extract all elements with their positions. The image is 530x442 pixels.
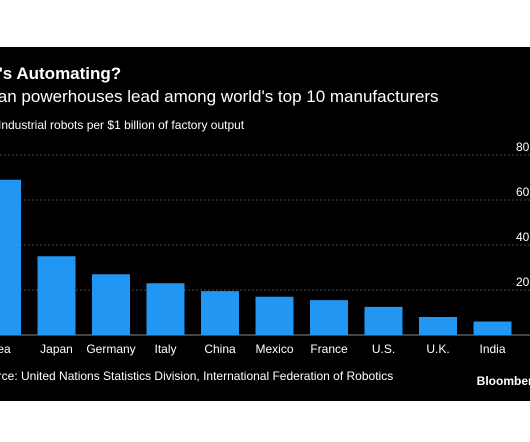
bar-chart: 20 40 60 80 rea Japan Germany Italy China Mexico F…: [0, 140, 530, 356]
bar: [310, 300, 348, 335]
chart-panel: ho's Automating? ian powerhouses lead am…: [0, 47, 530, 401]
x-tick-label: Italy: [154, 342, 176, 356]
bar: [37, 256, 76, 335]
x-tick-label: rea: [0, 342, 11, 356]
x-tick-label: Japan: [40, 342, 73, 356]
y-axis-label: Industrial robots per $1 billion of fact…: [0, 118, 245, 132]
y-tick-label: 40: [516, 230, 530, 244]
x-tick-label: France: [310, 342, 348, 356]
bar: [201, 291, 239, 335]
bar: [419, 317, 457, 335]
x-tick-label: India: [479, 342, 505, 356]
chart-title: ho's Automating?: [0, 64, 122, 83]
x-tick-label: Germany: [86, 342, 135, 356]
x-tick-label: Mexico: [255, 342, 293, 356]
x-tick-label: U.S.: [372, 342, 395, 356]
chart-subtitle: ian powerhouses lead among world's top 1…: [0, 87, 439, 106]
x-tick-label: U.K.: [426, 342, 449, 356]
x-tick-label: China: [204, 342, 236, 356]
bar: [255, 296, 294, 335]
bar: [0, 179, 21, 335]
bar: [473, 321, 512, 335]
y-tick-label: 80: [516, 140, 530, 154]
source-note: urce: United Nations Statistics Division…: [0, 369, 394, 383]
bar: [92, 274, 130, 335]
y-tick-label: 20: [516, 275, 530, 289]
bar: [146, 283, 185, 335]
bar: [364, 306, 403, 335]
y-tick-label: 60: [516, 185, 530, 199]
brand-logo: Bloomberg: [476, 374, 530, 388]
